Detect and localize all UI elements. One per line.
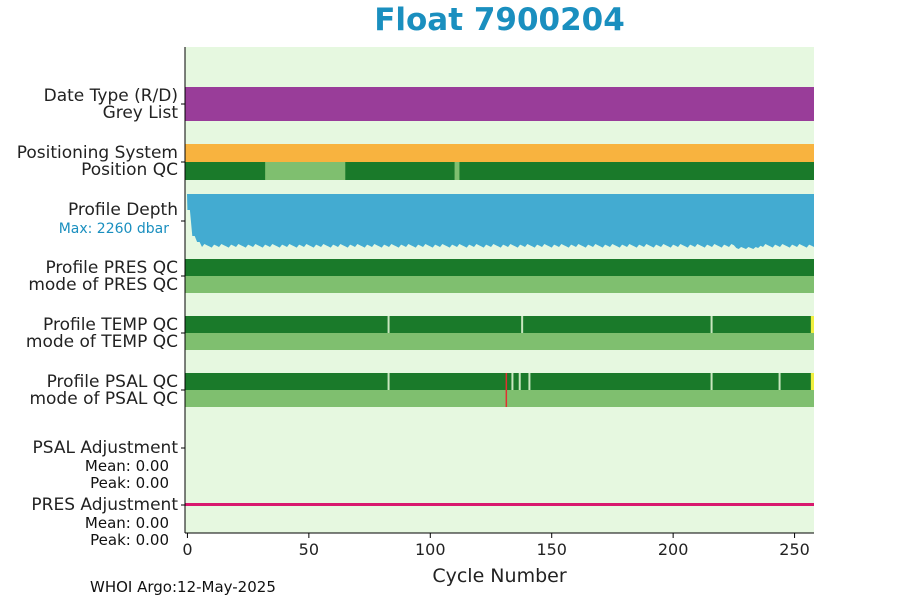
label-grey-list: Grey List bbox=[102, 103, 178, 123]
psal-qc-red-marker bbox=[505, 373, 508, 407]
label-mode-pres-qc: mode of PRES QC bbox=[28, 275, 178, 295]
profile-psal-qc-bar bbox=[185, 373, 814, 390]
greylist-bar bbox=[185, 87, 814, 121]
psal-qc-gap bbox=[778, 373, 781, 390]
label-profile-psal-qc: Profile PSAL QC bbox=[46, 372, 178, 392]
x-tick-label: 200 bbox=[658, 540, 689, 559]
x-axis-label: Cycle Number bbox=[432, 565, 567, 587]
label-profile-temp-qc: Profile TEMP QC bbox=[43, 315, 178, 335]
label-pres-peak: Peak: 0.00 bbox=[90, 531, 169, 549]
label-profile-pres-qc: Profile PRES QC bbox=[45, 258, 178, 278]
psal-qc-flag-segment bbox=[810, 373, 814, 390]
x-tick-label: 0 bbox=[182, 540, 192, 559]
temp-qc-gap bbox=[710, 316, 713, 333]
profile-pres-qc-bar bbox=[185, 259, 814, 276]
label-max-depth: Max: 2260 dbar bbox=[58, 221, 169, 237]
mode-temp-qc-bar bbox=[185, 333, 814, 350]
temp-qc-flag-segment bbox=[810, 316, 814, 333]
psal-qc-gap bbox=[710, 373, 713, 390]
label-pres-adjustment: PRES Adjustment bbox=[31, 495, 178, 515]
psal-qc-gap bbox=[518, 373, 521, 390]
x-tick-label: 50 bbox=[299, 540, 319, 559]
label-position-qc: Position QC bbox=[81, 160, 178, 180]
pres-adjustment-line bbox=[185, 503, 814, 506]
x-tick-label: 150 bbox=[536, 540, 567, 559]
label-profile-depth: Profile Depth bbox=[67, 200, 178, 220]
position-qc-light-segment bbox=[454, 162, 460, 180]
label-date-type: Date Type (R/D) bbox=[43, 86, 178, 106]
label-psal-peak: Peak: 0.00 bbox=[90, 474, 169, 492]
profile-depth-area bbox=[187, 194, 814, 250]
label-psal-mean: Mean: 0.00 bbox=[84, 457, 169, 475]
label-pres-mean: Mean: 0.00 bbox=[84, 514, 169, 532]
label-mode-temp-qc: mode of TEMP QC bbox=[25, 332, 178, 352]
x-tick-label: 100 bbox=[415, 540, 446, 559]
temp-qc-gap bbox=[387, 316, 390, 333]
profile-temp-qc-bar bbox=[185, 316, 814, 333]
temp-qc-gap bbox=[521, 316, 524, 333]
mode-pres-qc-bar bbox=[185, 276, 814, 293]
footer-credit: WHOI Argo:12-May-2025 bbox=[90, 578, 276, 596]
mode-psal-qc-bar bbox=[185, 390, 814, 407]
x-tick-label: 250 bbox=[779, 540, 810, 559]
label-mode-psal-qc: mode of PSAL QC bbox=[29, 389, 178, 409]
chart-title: Float 7900204 bbox=[374, 2, 625, 38]
psal-qc-gap bbox=[387, 373, 390, 390]
position-qc-light-segment bbox=[265, 162, 346, 180]
label-positioning-system: Positioning System bbox=[16, 143, 178, 163]
psal-qc-gap bbox=[528, 373, 531, 390]
positioning-system-bar bbox=[185, 144, 814, 162]
label-psal-adjustment: PSAL Adjustment bbox=[32, 438, 178, 458]
psal-qc-gap bbox=[511, 373, 514, 390]
